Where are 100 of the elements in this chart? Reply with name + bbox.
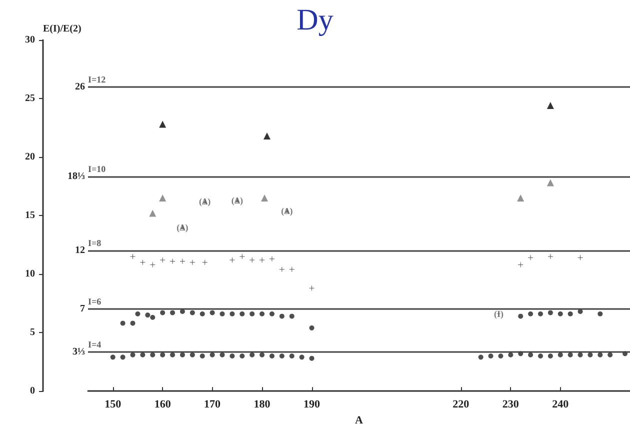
point — [279, 314, 284, 319]
point — [546, 179, 554, 186]
point — [299, 354, 304, 360]
point — [250, 258, 255, 263]
point — [250, 311, 255, 316]
data-label: (Δ) — [231, 195, 243, 206]
point — [230, 311, 235, 316]
ref-line-label: 26 — [75, 81, 85, 92]
point — [159, 120, 166, 128]
point — [240, 353, 245, 358]
point — [558, 311, 563, 316]
point — [478, 354, 484, 360]
x-tick-label: 230 — [502, 398, 520, 411]
point — [548, 353, 553, 358]
point — [230, 258, 235, 263]
x-axis-title: A — [355, 414, 364, 426]
point — [230, 353, 235, 358]
point — [269, 353, 274, 358]
point — [170, 258, 176, 264]
point — [568, 311, 573, 316]
chart-title: Dy — [296, 4, 334, 36]
point — [528, 311, 534, 316]
point — [508, 352, 514, 358]
point — [160, 352, 166, 358]
point — [608, 352, 613, 358]
point — [190, 310, 195, 316]
x-tick-label: 220 — [452, 398, 470, 411]
point — [498, 353, 504, 358]
point — [289, 314, 294, 319]
point — [135, 311, 140, 316]
x-tick-label: 190 — [304, 398, 321, 411]
point — [261, 194, 268, 202]
point — [200, 353, 205, 358]
point — [309, 325, 314, 330]
point — [598, 311, 603, 316]
data-label: (Δ) — [281, 206, 293, 216]
point — [279, 266, 284, 272]
point — [110, 354, 116, 360]
y-tick-label: 20 — [25, 152, 35, 163]
point — [588, 352, 593, 358]
point — [269, 311, 274, 316]
y-tick-label: 10 — [25, 268, 35, 280]
point — [159, 194, 166, 202]
point — [170, 352, 176, 358]
annotation: I=4 — [88, 340, 102, 350]
point — [309, 356, 314, 361]
point — [269, 256, 274, 262]
annotation: I=10 — [88, 164, 106, 174]
point — [518, 314, 524, 319]
ref-line-label: 7 — [80, 304, 85, 315]
point — [289, 353, 294, 358]
y-tick-label: 5 — [30, 327, 35, 338]
point — [140, 352, 146, 358]
ref-line-label: 18⅓ — [68, 171, 86, 182]
point — [150, 352, 156, 358]
point — [518, 262, 524, 268]
point — [538, 353, 543, 358]
point — [517, 194, 524, 202]
point — [180, 258, 185, 264]
point — [488, 353, 494, 358]
point — [170, 310, 176, 316]
annotation: I=6 — [88, 296, 102, 307]
point — [145, 312, 150, 318]
point — [250, 352, 255, 358]
data-label: (I) — [494, 308, 504, 319]
point — [190, 352, 195, 358]
point — [260, 352, 265, 358]
point — [220, 311, 225, 316]
point — [279, 353, 284, 358]
point — [149, 210, 156, 217]
point — [202, 260, 208, 265]
point — [568, 352, 573, 358]
point — [528, 352, 534, 358]
point — [210, 310, 215, 316]
point — [528, 255, 534, 260]
point — [160, 310, 166, 316]
point — [240, 254, 245, 260]
y-tick-label: 15 — [25, 210, 35, 222]
point — [578, 352, 583, 358]
x-tick-label: 170 — [204, 398, 222, 411]
point — [150, 314, 156, 320]
point — [130, 254, 136, 260]
point — [120, 354, 126, 360]
y-tick-label: 30 — [25, 34, 35, 46]
data-label: (Δ) — [176, 222, 188, 232]
ref-line-label: 3⅓ — [72, 346, 86, 358]
point — [289, 266, 294, 272]
point — [264, 132, 271, 140]
y-tick-label: 0 — [30, 386, 35, 397]
point — [180, 352, 185, 358]
point — [140, 260, 146, 265]
data-label: (Δ) — [199, 196, 211, 207]
point — [538, 311, 543, 316]
point — [120, 320, 126, 326]
point — [260, 258, 265, 263]
x-tick-label: 180 — [254, 398, 271, 411]
x-tick-label: 160 — [154, 398, 172, 411]
point — [240, 311, 245, 316]
y-axis-title: E(I)/E(2) — [43, 24, 82, 34]
annotation: I=8 — [88, 238, 102, 248]
